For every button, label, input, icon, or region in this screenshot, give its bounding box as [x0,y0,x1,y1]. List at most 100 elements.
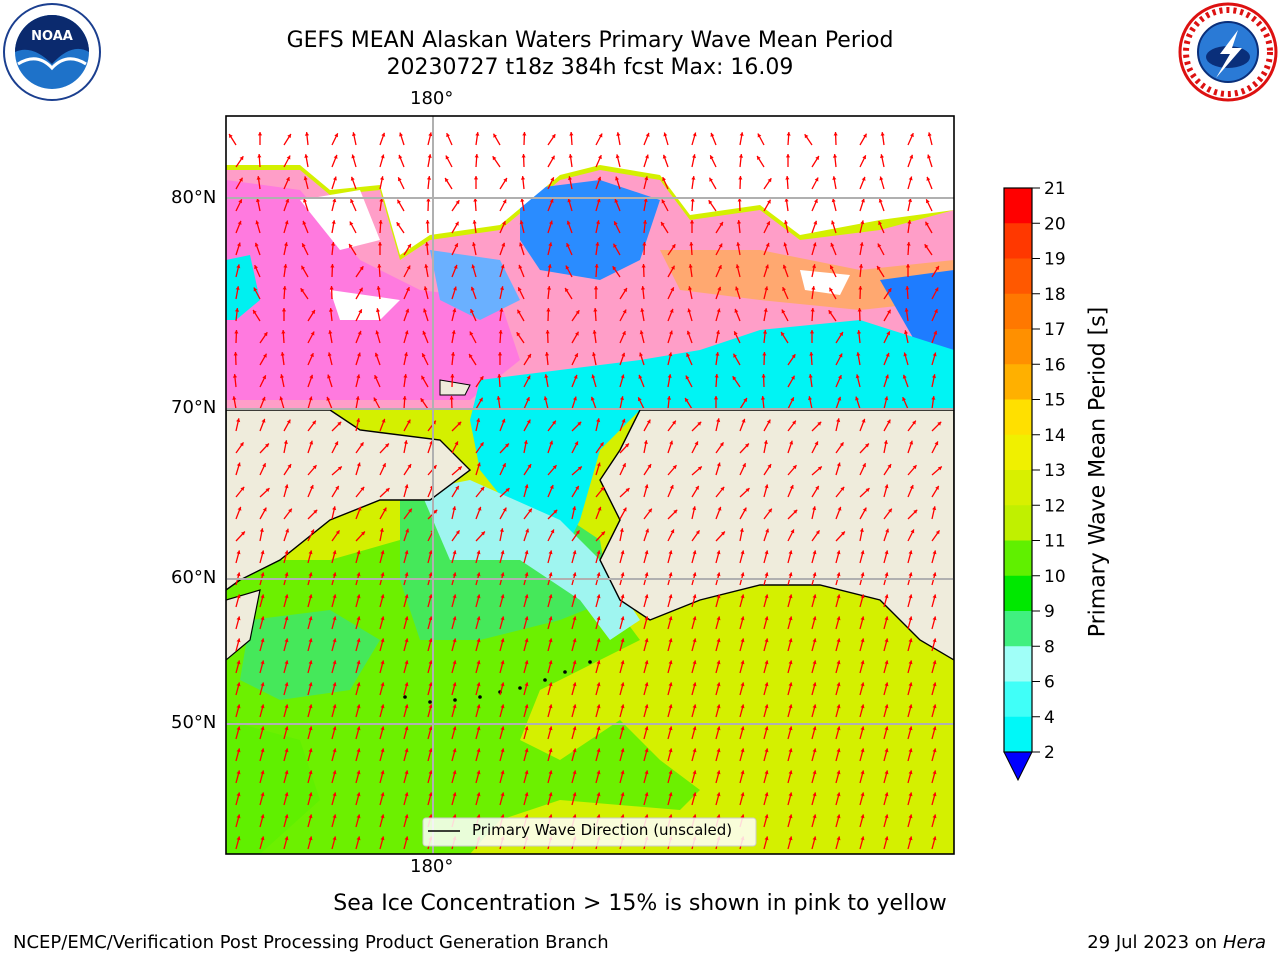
wave-arrowhead [814,441,819,446]
wave-arrowhead [332,638,337,643]
wave-arrowhead [428,748,433,753]
wave-arrowhead [908,638,913,643]
wave-arrowhead [575,530,580,535]
wave-arrowhead [453,264,458,269]
wave-arrowhead [471,264,476,269]
wave-arrowhead [902,374,907,379]
wave-arrowhead [303,176,308,181]
wave-arrowhead [284,660,289,665]
wave-arrowhead [855,374,860,379]
wave-arrowhead [381,418,386,423]
date-line: 29 Jul 2023 on Hera [1087,932,1266,953]
wave-arrowhead [740,770,745,775]
wave-arrowhead [382,463,386,468]
wave-arrowhead [905,286,910,290]
wave-arrowhead [500,264,505,269]
wave-arrowhead [768,508,772,513]
wave-arrowhead [261,396,266,401]
wave-arrowhead [524,748,529,753]
wave-arrowhead [710,155,714,160]
wave-arrowhead [689,220,695,224]
wave-arrowhead [380,572,385,577]
wave-arrowhead [568,154,573,158]
wave-arrowhead [517,309,521,314]
wave-arrowhead [732,376,737,381]
wave-arrowhead [741,418,746,423]
wave-arrowhead [236,616,241,621]
wave-arrowhead [828,310,833,315]
wave-arrowhead [572,748,577,753]
wave-arrowhead [499,308,504,312]
wave-arrowhead [496,396,501,400]
wave-arrowhead [573,374,578,379]
wave-arrowhead [692,154,696,159]
wave-arrowhead [884,836,889,841]
wave-arrowhead [577,421,582,426]
wave-arrowhead [685,398,689,402]
wave-arrowhead [620,814,625,819]
wave-arrowhead [404,550,409,555]
wave-arrowhead [745,443,749,448]
wave-arrowhead [642,242,647,246]
wave-arrowhead [308,704,313,709]
wave-arrowhead [237,242,241,247]
wave-arrowhead [332,748,337,753]
wave-arrowhead [932,836,937,841]
wave-arrowhead [596,660,601,665]
wave-arrowhead [639,330,644,335]
colorbar-tick-label: 19 [1044,250,1066,270]
wave-arrowhead [814,177,819,182]
wave-arrowhead [234,330,239,334]
wave-arrowhead [262,507,267,512]
wave-arrowhead [524,814,529,819]
wave-arrowhead [764,836,769,841]
wave-arrowhead [764,572,769,577]
colorbar-swatch [1004,540,1032,577]
wave-arrowhead [908,594,913,599]
wave-arrowhead [884,484,889,489]
wave-arrowhead [788,572,793,577]
wave-arrowhead [695,485,699,490]
colorbar-extend-arrow [1003,751,1033,782]
wave-arrowhead [615,154,620,159]
wave-arrowhead [716,704,721,709]
wave-arrowhead [502,221,506,226]
wave-arrowhead [572,770,577,775]
wave-arrowhead [284,550,289,555]
wave-arrowhead [904,330,908,335]
wave-arrowhead [736,242,741,246]
wave-arrowhead [407,244,411,248]
wave-arrowhead [692,792,697,797]
wave-arrowhead [548,792,553,797]
wave-arrowhead [337,421,342,426]
wave-arrowhead [745,488,750,492]
wave-arrowhead [524,704,529,709]
wave-arrowhead [716,814,721,819]
wave-arrowhead [455,200,460,205]
wave-arrowhead [692,572,697,577]
wave-arrowhead [910,133,914,138]
wave-arrowhead [644,176,649,181]
wave-arrowhead [380,550,385,555]
wave-arrowhead [786,132,791,136]
wave-arrowhead [505,488,510,492]
colorbar-swatch [1004,716,1032,753]
wave-arrowhead [644,792,649,797]
wave-arrowhead [572,726,577,731]
wave-arrowhead [233,352,238,356]
wave-arrowhead [642,220,648,224]
wave-arrowhead [287,134,291,138]
wave-arrowhead [715,352,720,356]
wave-arrowhead [236,462,241,467]
wave-arrowhead [524,572,529,577]
wave-arrowhead [356,770,361,775]
wave-arrowhead [476,462,481,467]
wave-arrowhead [260,814,265,819]
wave-arrowhead [884,770,889,775]
wave-arrowhead [620,616,625,621]
wave-arrowhead [860,550,865,555]
wave-arrowhead [644,748,649,753]
wave-arrowhead [789,440,794,445]
wave-arrowhead [836,594,841,599]
wave-arrowhead [356,572,361,577]
